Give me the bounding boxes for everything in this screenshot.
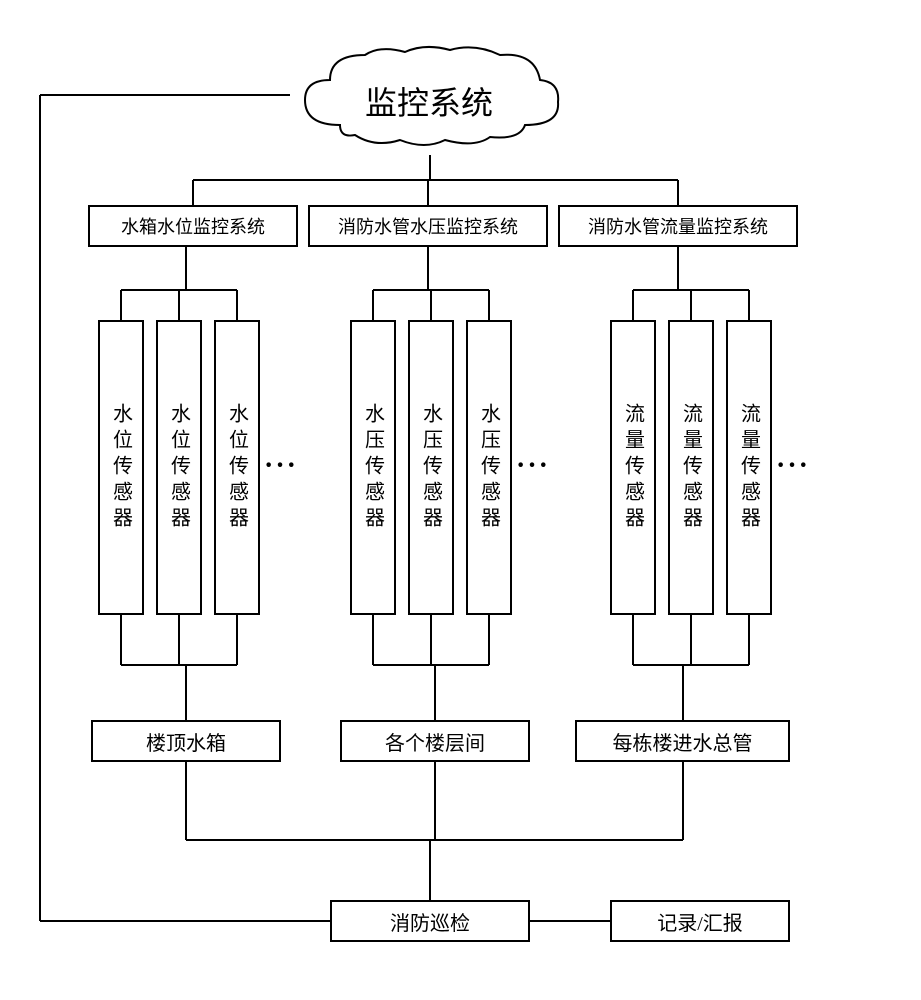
inspection-box: 消防巡检 <box>330 900 530 942</box>
subsystem-pressure: 消防水管水压监控系统 <box>308 205 548 247</box>
title-text: 监控系统 <box>365 78 493 124</box>
sensor-label: 水位传感器 <box>223 403 252 533</box>
sensor-flow-3: 流量传感器 <box>726 320 772 615</box>
sensor-label: 水压传感器 <box>359 403 388 533</box>
sensor-flow-2: 流量传感器 <box>668 320 714 615</box>
report-label: 记录/汇报 <box>657 907 743 936</box>
ellipsis-2: ··· <box>516 450 550 482</box>
location-level-label: 楼顶水箱 <box>146 727 226 756</box>
location-flow: 每栋楼进水总管 <box>575 720 790 762</box>
sensor-pressure-1: 水压传感器 <box>350 320 396 615</box>
subsystem-level: 水箱水位监控系统 <box>88 205 298 247</box>
sensor-level-3: 水位传感器 <box>214 320 260 615</box>
sensor-pressure-3: 水压传感器 <box>466 320 512 615</box>
inspection-label: 消防巡检 <box>390 907 470 936</box>
subsystem-flow-label: 消防水管流量监控系统 <box>588 213 768 239</box>
sensor-label: 水压传感器 <box>417 403 446 533</box>
subsystem-pressure-label: 消防水管水压监控系统 <box>338 213 518 239</box>
sensor-label: 水位传感器 <box>107 403 136 533</box>
sensor-flow-1: 流量传感器 <box>610 320 656 615</box>
sensor-label: 流量传感器 <box>619 403 648 533</box>
sensor-level-2: 水位传感器 <box>156 320 202 615</box>
sensor-label: 流量传感器 <box>677 403 706 533</box>
flowchart-diagram: 监控系统 水箱水位监控系统 消防水管水压监控系统 消防水管流量监控系统 水位传感… <box>0 0 921 1000</box>
sensor-pressure-2: 水压传感器 <box>408 320 454 615</box>
sensor-label: 水位传感器 <box>165 403 194 533</box>
subsystem-flow: 消防水管流量监控系统 <box>558 205 798 247</box>
location-pressure: 各个楼层间 <box>340 720 530 762</box>
sensor-label: 流量传感器 <box>735 403 764 533</box>
report-box: 记录/汇报 <box>610 900 790 942</box>
subsystem-level-label: 水箱水位监控系统 <box>121 213 265 239</box>
ellipsis-3: ··· <box>776 450 810 482</box>
sensor-level-1: 水位传感器 <box>98 320 144 615</box>
location-pressure-label: 各个楼层间 <box>385 727 485 756</box>
ellipsis-1: ··· <box>264 450 298 482</box>
location-flow-label: 每栋楼进水总管 <box>613 727 753 756</box>
location-level: 楼顶水箱 <box>91 720 281 762</box>
sensor-label: 水压传感器 <box>475 403 504 533</box>
